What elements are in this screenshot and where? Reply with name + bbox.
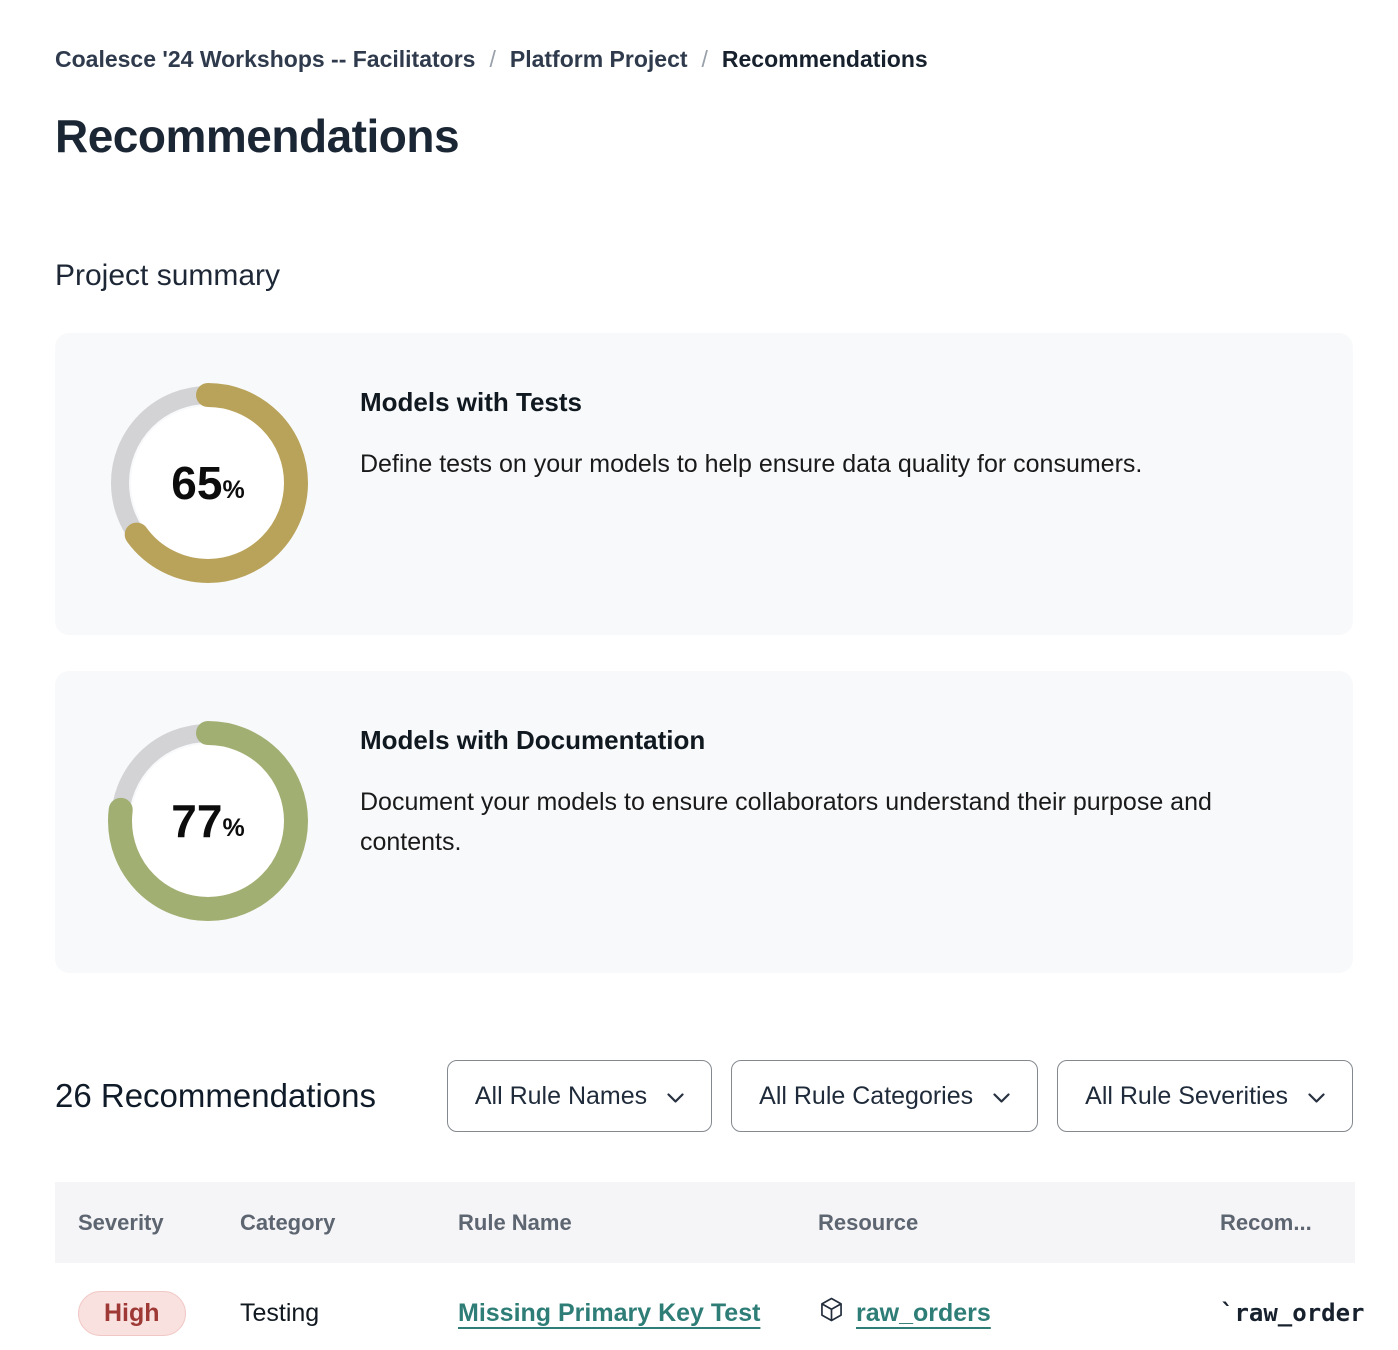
resource-link[interactable]: raw_orders [856,1298,991,1327]
breadcrumb: Coalesce '24 Workshops -- Facilitators /… [55,0,1353,73]
severity-badge-high: High [78,1290,186,1336]
project-summary-heading: Project summary [55,259,281,292]
recommendations-toolbar: 26 Recommendations All Rule Names All Ru… [55,1060,1353,1132]
card-title: Models with Tests [360,387,582,417]
percent-sign: % [222,813,245,842]
filter-label: All Rule Categories [759,1081,974,1110]
percent-value: 77 [171,795,223,847]
breadcrumb-separator: / [701,46,708,72]
documentation-donut-chart: 77% [108,721,308,921]
recommendations-count-heading: 26 Recommendations [55,1077,377,1114]
filter-rule-severities-dropdown[interactable]: All Rule Severities [1057,1060,1353,1132]
summary-card-models-with-tests: 65% Models with Tests Define tests on yo… [55,333,1353,635]
percent-value: 65 [171,457,223,509]
rule-name-link[interactable]: Missing Primary Key Test [458,1298,761,1327]
documentation-percent-label: 77% [108,721,308,921]
breadcrumb-item-platform-project[interactable]: Platform Project [509,46,688,72]
table-header-row: Severity Category Rule Name Resource Rec… [55,1182,1355,1263]
column-header-severity: Severity [78,1209,164,1235]
category-cell: Testing [240,1298,320,1327]
breadcrumb-item-recommendations: Recommendations [721,46,928,72]
card-title: Models with Documentation [360,725,706,755]
rule-name-cell: Missing Primary Key Test [458,1299,818,1328]
filter-rule-categories-dropdown[interactable]: All Rule Categories [731,1060,1039,1132]
card-description: Document your models to ensure collabora… [360,788,1212,856]
column-header-category: Category [240,1209,336,1235]
card-text: Models with Tests Define tests on your m… [360,383,1142,484]
recommendations-table: Severity Category Rule Name Resource Rec… [55,1182,1365,1350]
tests-donut-chart: 65% [108,383,308,583]
summary-card-models-with-documentation: 77% Models with Documentation Document y… [55,671,1353,973]
tests-percent-label: 65% [108,383,308,583]
severity-cell: High [78,1290,240,1336]
card-text: Models with Documentation Document your … [360,721,1300,862]
chevron-down-icon [667,1082,684,1111]
column-header-resource: Resource [818,1209,919,1235]
donut-ring [108,383,308,583]
resource-cell: raw_orders [818,1296,1220,1330]
table-row: High Testing Missing Primary Key Test ra… [55,1263,1365,1350]
donut-ring [108,721,308,921]
page-content: Coalesce '24 Workshops -- Facilitators /… [55,0,1365,1350]
filter-group: All Rule Names All Rule Categories All R… [446,1060,1353,1132]
card-description: Define tests on your models to help ensu… [360,450,1143,478]
filter-label: All Rule Severities [1085,1081,1288,1110]
chevron-down-icon [993,1082,1010,1111]
percent-sign: % [222,475,245,504]
page-title: Recommendations [55,110,460,162]
breadcrumb-item-workshops[interactable]: Coalesce '24 Workshops -- Facilitators [55,46,476,72]
chevron-down-icon [1308,1082,1325,1111]
breadcrumb-separator: / [489,46,496,72]
recommendation-code: `raw_order [1220,1299,1365,1327]
filter-label: All Rule Names [474,1081,648,1110]
filter-rule-names-dropdown[interactable]: All Rule Names [446,1060,713,1132]
column-header-recommendation: Recom... [1220,1209,1312,1235]
model-cube-icon [818,1296,845,1330]
column-header-rule-name: Rule Name [458,1209,572,1235]
